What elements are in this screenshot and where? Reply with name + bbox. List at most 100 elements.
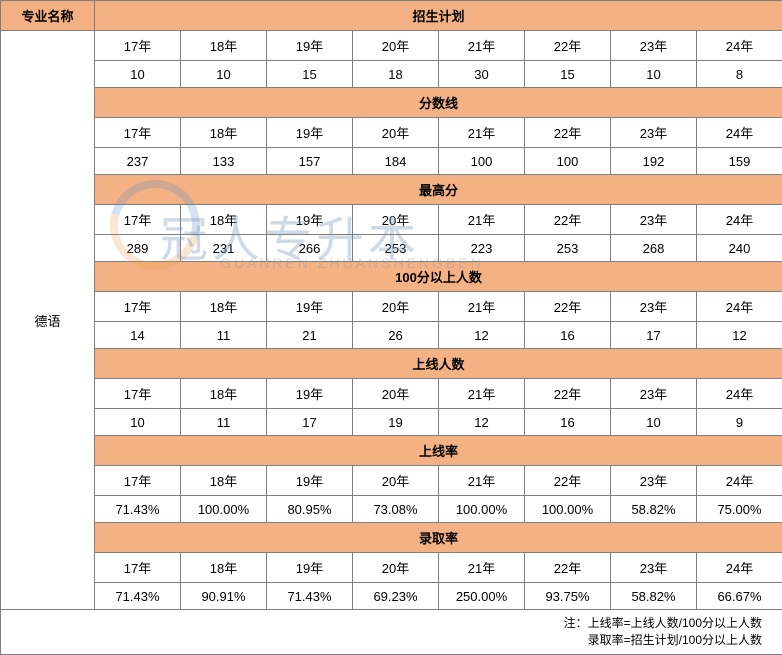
data-cell: 26 bbox=[353, 322, 439, 349]
year-cell: 22年 bbox=[525, 31, 611, 61]
data-cell: 12 bbox=[697, 322, 782, 349]
year-cell: 23年 bbox=[611, 31, 697, 61]
major-name-cell: 德语 bbox=[1, 31, 95, 610]
year-cell: 19年 bbox=[267, 553, 353, 583]
data-cell: 58.82% bbox=[611, 496, 697, 523]
year-cell: 21年 bbox=[439, 553, 525, 583]
year-cell: 24年 bbox=[697, 205, 782, 235]
year-cell: 20年 bbox=[353, 205, 439, 235]
year-cell: 20年 bbox=[353, 118, 439, 148]
table-row: 17年 18年 19年 20年 21年 22年 23年 24年 bbox=[1, 379, 782, 409]
data-cell: 237 bbox=[95, 148, 181, 175]
table-row: 上线人数 bbox=[1, 349, 782, 379]
data-cell: 16 bbox=[525, 409, 611, 436]
data-cell: 192 bbox=[611, 148, 697, 175]
year-cell: 22年 bbox=[525, 553, 611, 583]
data-cell: 289 bbox=[95, 235, 181, 262]
year-cell: 20年 bbox=[353, 466, 439, 496]
year-cell: 18年 bbox=[181, 205, 267, 235]
data-cell: 266 bbox=[267, 235, 353, 262]
data-cell: 17 bbox=[267, 409, 353, 436]
year-cell: 17年 bbox=[95, 379, 181, 409]
table-row: 最高分 bbox=[1, 175, 782, 205]
data-cell: 71.43% bbox=[95, 583, 181, 610]
year-cell: 20年 bbox=[353, 553, 439, 583]
year-cell: 24年 bbox=[697, 553, 782, 583]
year-cell: 23年 bbox=[611, 466, 697, 496]
data-cell: 11 bbox=[181, 409, 267, 436]
table-row: 289 231 266 253 223 253 268 240 bbox=[1, 235, 782, 262]
table-row: 17年 18年 19年 20年 21年 22年 23年 24年 bbox=[1, 553, 782, 583]
table-row: 录取率 bbox=[1, 523, 782, 553]
data-cell: 12 bbox=[439, 409, 525, 436]
col-major-header: 专业名称 bbox=[1, 1, 95, 31]
data-cell: 10 bbox=[181, 61, 267, 88]
year-cell: 22年 bbox=[525, 118, 611, 148]
table-row: 分数线 bbox=[1, 88, 782, 118]
section-title-0: 招生计划 bbox=[95, 1, 782, 31]
year-cell: 22年 bbox=[525, 205, 611, 235]
data-cell: 16 bbox=[525, 322, 611, 349]
section-title-3: 100分以上人数 bbox=[95, 262, 782, 292]
year-cell: 21年 bbox=[439, 205, 525, 235]
year-cell: 17年 bbox=[95, 466, 181, 496]
data-cell: 223 bbox=[439, 235, 525, 262]
data-cell: 100 bbox=[439, 148, 525, 175]
data-cell: 157 bbox=[267, 148, 353, 175]
year-cell: 20年 bbox=[353, 379, 439, 409]
year-cell: 24年 bbox=[697, 379, 782, 409]
section-title-6: 录取率 bbox=[95, 523, 782, 553]
year-cell: 18年 bbox=[181, 379, 267, 409]
data-cell: 71.43% bbox=[95, 496, 181, 523]
data-cell: 93.75% bbox=[525, 583, 611, 610]
data-cell: 15 bbox=[525, 61, 611, 88]
data-cell: 12 bbox=[439, 322, 525, 349]
data-cell: 133 bbox=[181, 148, 267, 175]
data-cell: 21 bbox=[267, 322, 353, 349]
data-cell: 11 bbox=[181, 322, 267, 349]
year-cell: 18年 bbox=[181, 466, 267, 496]
data-cell: 90.91% bbox=[181, 583, 267, 610]
data-cell: 100.00% bbox=[525, 496, 611, 523]
data-cell: 253 bbox=[353, 235, 439, 262]
year-cell: 21年 bbox=[439, 466, 525, 496]
year-cell: 21年 bbox=[439, 379, 525, 409]
year-cell: 19年 bbox=[267, 118, 353, 148]
year-cell: 19年 bbox=[267, 379, 353, 409]
year-cell: 20年 bbox=[353, 292, 439, 322]
year-cell: 17年 bbox=[95, 205, 181, 235]
year-cell: 21年 bbox=[439, 118, 525, 148]
footnote-line2: 录取率=招生计划/100分以上人数 bbox=[588, 633, 762, 647]
year-cell: 19年 bbox=[267, 292, 353, 322]
year-cell: 24年 bbox=[697, 292, 782, 322]
year-cell: 17年 bbox=[95, 292, 181, 322]
data-cell: 19 bbox=[353, 409, 439, 436]
footnote-cell: 注：上线率=上线人数/100分以上人数 录取率=招生计划/100分以上人数 bbox=[1, 610, 782, 655]
year-cell: 23年 bbox=[611, 553, 697, 583]
data-cell: 10 bbox=[611, 409, 697, 436]
year-cell: 23年 bbox=[611, 292, 697, 322]
year-cell: 24年 bbox=[697, 466, 782, 496]
year-cell: 17年 bbox=[95, 31, 181, 61]
table-row: 17年 18年 19年 20年 21年 22年 23年 24年 bbox=[1, 292, 782, 322]
data-cell: 159 bbox=[697, 148, 782, 175]
data-cell: 71.43% bbox=[267, 583, 353, 610]
year-cell: 24年 bbox=[697, 31, 782, 61]
table-row: 10 11 17 19 12 16 10 9 bbox=[1, 409, 782, 436]
data-cell: 100.00% bbox=[439, 496, 525, 523]
data-cell: 80.95% bbox=[267, 496, 353, 523]
table-row: 17年 18年 19年 20年 21年 22年 23年 24年 bbox=[1, 466, 782, 496]
year-cell: 19年 bbox=[267, 205, 353, 235]
year-cell: 21年 bbox=[439, 31, 525, 61]
section-title-5: 上线率 bbox=[95, 436, 782, 466]
year-cell: 18年 bbox=[181, 118, 267, 148]
footnote-line1: 注：上线率=上线人数/100分以上人数 bbox=[564, 616, 762, 630]
footnote-row: 注：上线率=上线人数/100分以上人数 录取率=招生计划/100分以上人数 bbox=[1, 610, 782, 655]
table-row: 71.43% 90.91% 71.43% 69.23% 250.00% 93.7… bbox=[1, 583, 782, 610]
table-row: 17年 18年 19年 20年 21年 22年 23年 24年 bbox=[1, 118, 782, 148]
data-cell: 10 bbox=[95, 61, 181, 88]
data-cell: 231 bbox=[181, 235, 267, 262]
year-cell: 18年 bbox=[181, 553, 267, 583]
data-cell: 240 bbox=[697, 235, 782, 262]
data-cell: 15 bbox=[267, 61, 353, 88]
